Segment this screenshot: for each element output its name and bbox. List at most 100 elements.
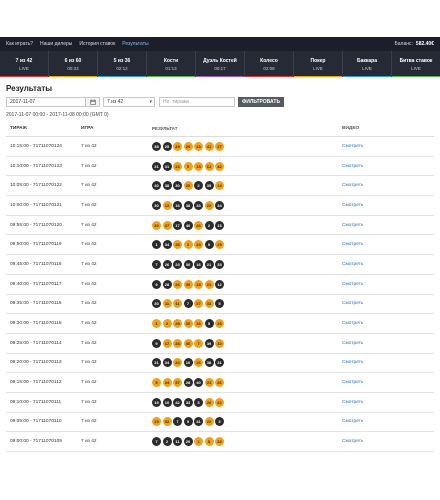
game-tab[interactable]: 7 из 42 LIVE bbox=[0, 51, 49, 77]
result-ball: 31 bbox=[162, 161, 172, 171]
result-ball: 42 bbox=[215, 161, 224, 171]
game-tab-name: 5 из 36 bbox=[113, 57, 131, 64]
result-ball: 32 bbox=[215, 338, 224, 348]
result-ball: 27 bbox=[194, 299, 203, 309]
nav-results[interactable]: Результаты bbox=[122, 41, 149, 47]
result-ball: 2 bbox=[162, 319, 172, 329]
game-tab[interactable]: Баккара LIVE bbox=[343, 51, 392, 77]
result-ball: 26 bbox=[204, 397, 214, 407]
result-ball: 7 bbox=[194, 338, 203, 348]
game-tab-time: 00:33 bbox=[67, 65, 79, 71]
result-cell: 40 38 30 25 2 35 24 bbox=[148, 181, 338, 191]
draw-cell: 09:05:00 - 71711070110 bbox=[10, 419, 62, 425]
nav-bet-history[interactable]: История ставок bbox=[79, 41, 116, 47]
nav-our-dealers[interactable]: Наши дилеры bbox=[40, 41, 73, 47]
result-ball: 37 bbox=[173, 378, 182, 388]
result-cell: 1 2 29 30 16 5 26 bbox=[148, 319, 338, 329]
result-ball: 7 bbox=[152, 437, 161, 447]
result-ball: 5 bbox=[152, 378, 161, 388]
game-cell: 7 из 42 bbox=[81, 380, 97, 386]
video-link[interactable]: Смотреть bbox=[342, 202, 364, 208]
game-tab-time: 01:13 bbox=[165, 65, 177, 71]
result-ball: 41 bbox=[204, 141, 214, 151]
draw-cell: 09:35:00 - 71711070116 bbox=[10, 301, 62, 307]
result-cell: 38 25 29 20 13 41 27 bbox=[148, 141, 338, 151]
draw-number-input[interactable] bbox=[159, 97, 235, 107]
game-cell: 7 из 42 bbox=[81, 183, 97, 189]
result-cell: 30 13 16 38 33 22 34 bbox=[148, 200, 338, 210]
video-link[interactable]: Смотреть bbox=[342, 419, 364, 425]
result-ball: 21 bbox=[204, 279, 214, 289]
video-link[interactable]: Смотреть bbox=[342, 143, 364, 149]
result-ball: 20 bbox=[183, 141, 193, 151]
result-cell: 7 26 23 30 16 21 35 bbox=[148, 259, 338, 269]
result-ball: 11 bbox=[173, 299, 182, 309]
result-ball: 33 bbox=[204, 299, 214, 309]
game-tabs: 7 из 42 LIVE 6 из 60 00:33 5 из 36 02:12 Кости… bbox=[0, 51, 440, 77]
result-ball: 5 bbox=[204, 319, 214, 329]
video-link[interactable]: Смотреть bbox=[342, 222, 364, 228]
game-cell: 7 из 42 bbox=[81, 163, 97, 169]
game-tab-time: LIVE bbox=[411, 65, 421, 71]
result-ball: 22 bbox=[204, 200, 214, 210]
table-header: ТИРАЖ ИГРА РЕЗУЛЬТАТ ВИДЕО bbox=[6, 121, 434, 137]
video-link[interactable]: Смотреть bbox=[342, 380, 364, 386]
calendar-icon bbox=[89, 99, 96, 105]
result-ball: 5 bbox=[215, 299, 224, 309]
result-cell: 19 10 42 33 3 26 22 bbox=[148, 397, 338, 407]
table-row: 10:15:00 - 71711070124 7 из 42 38 25 29 20 13 4… bbox=[6, 137, 434, 157]
result-ball: 16 bbox=[173, 200, 182, 210]
game-tab[interactable]: 6 из 60 00:33 bbox=[49, 51, 98, 77]
game-tab-time: LIVE bbox=[362, 65, 372, 71]
table-row: 09:15:00 - 71711070112 7 из 42 5 24 37 28 40 23… bbox=[6, 373, 434, 393]
result-cell: 21 34 24 10 26 38 31 bbox=[148, 358, 338, 368]
result-ball: 30 bbox=[183, 319, 193, 329]
result-ball: 26 bbox=[215, 319, 224, 329]
video-link[interactable]: Смотреть bbox=[342, 399, 364, 405]
result-ball: 33 bbox=[194, 200, 203, 210]
filter-button[interactable]: ФИЛЬТРОВАТЬ bbox=[238, 97, 285, 107]
result-ball: 40 bbox=[152, 181, 161, 191]
video-link[interactable]: Смотреть bbox=[342, 301, 364, 307]
game-tab[interactable]: Битва ставок LIVE bbox=[392, 51, 440, 77]
game-tab[interactable]: Покер LIVE bbox=[294, 51, 343, 77]
result-ball: 40 bbox=[183, 220, 193, 230]
draw-cell: 09:00:00 - 71711070109 bbox=[10, 439, 62, 445]
result-ball: 22 bbox=[204, 417, 214, 427]
video-link[interactable]: Смотреть bbox=[342, 281, 364, 287]
game-tab-time: LIVE bbox=[19, 65, 29, 71]
video-link[interactable]: Смотреть bbox=[342, 321, 364, 327]
video-link[interactable]: Смотреть bbox=[342, 340, 364, 346]
game-tab-name: Баккара bbox=[357, 57, 377, 64]
result-ball: 16 bbox=[194, 319, 203, 329]
result-ball: 21 bbox=[204, 259, 214, 269]
video-link[interactable]: Смотреть bbox=[342, 261, 364, 267]
result-ball: 2 bbox=[194, 181, 203, 191]
video-link[interactable]: Смотреть bbox=[342, 183, 364, 189]
game-tab[interactable]: Дуэль Костей 00:17 bbox=[196, 51, 245, 77]
draw-cell: 09:50:00 - 71711070119 bbox=[10, 242, 62, 248]
game-tab-name: Дуэль Костей bbox=[203, 57, 237, 64]
video-link[interactable]: Смотреть bbox=[342, 439, 364, 445]
video-link[interactable]: Смотреть bbox=[342, 242, 364, 248]
result-cell: 1 34 38 3 24 9 25 bbox=[148, 240, 338, 250]
game-tab[interactable]: 5 из 36 02:12 bbox=[98, 51, 147, 77]
video-link[interactable]: Смотреть bbox=[342, 360, 364, 366]
result-ball: 34 bbox=[162, 358, 172, 368]
game-tab-name: Битва ставок bbox=[399, 57, 433, 64]
video-link[interactable]: Смотреть bbox=[342, 163, 364, 169]
game-tab-color-bar bbox=[343, 75, 391, 77]
result-ball: 21 bbox=[152, 358, 161, 368]
game-tab[interactable]: Кости 01:13 bbox=[147, 51, 196, 77]
result-ball: 38 bbox=[204, 358, 214, 368]
game-tab[interactable]: Колесо 02:08 bbox=[245, 51, 294, 77]
calendar-button[interactable] bbox=[86, 97, 100, 107]
result-ball: 28 bbox=[162, 279, 172, 289]
game-select[interactable]: 7 из 42 ▾ bbox=[103, 97, 155, 107]
nav-how-to-play[interactable]: Как играть? bbox=[6, 41, 34, 47]
result-ball: 23 bbox=[204, 378, 214, 388]
date-field[interactable]: 2017-11-07 bbox=[6, 97, 86, 107]
result-ball: 25 bbox=[215, 240, 224, 250]
result-ball: 34 bbox=[215, 200, 224, 210]
draw-cell: 10:15:00 - 71711070124 bbox=[10, 143, 62, 149]
